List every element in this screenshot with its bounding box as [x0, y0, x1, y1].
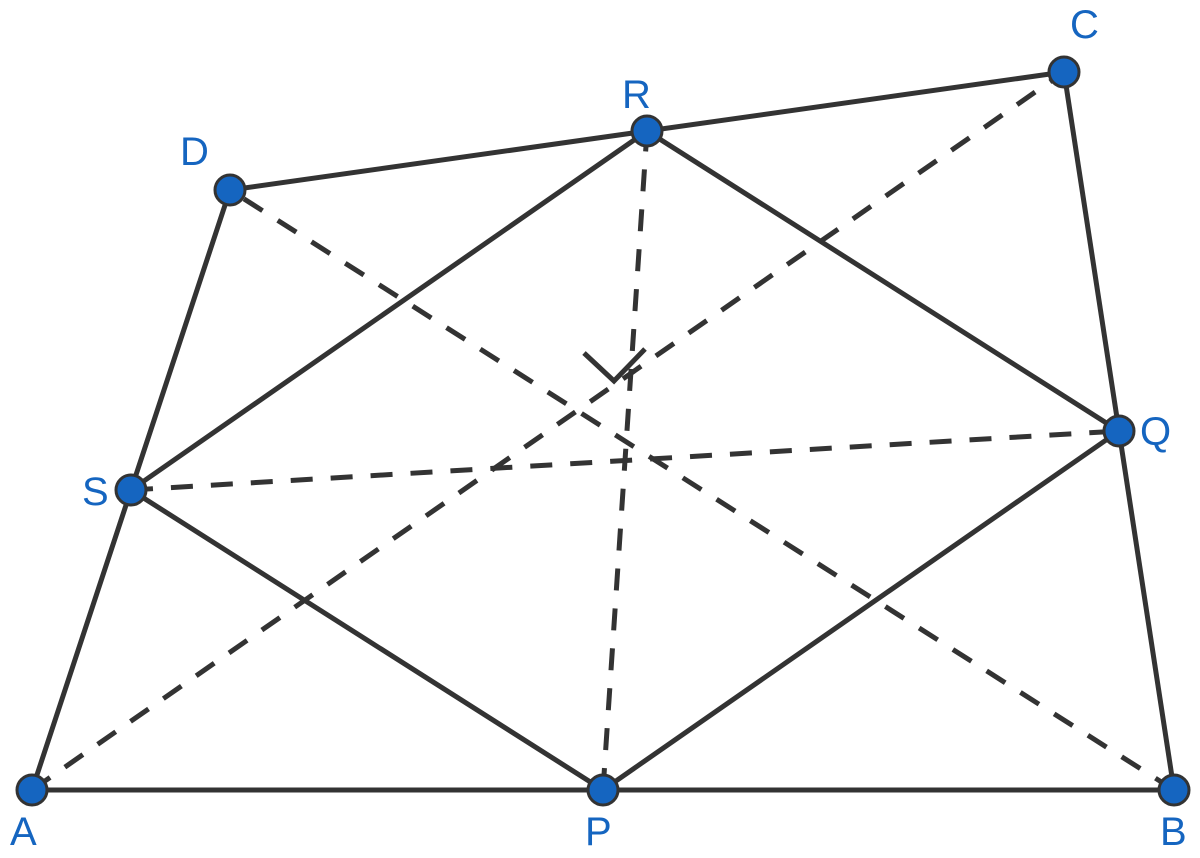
label-Q: Q — [1140, 410, 1171, 454]
label-R: R — [622, 73, 651, 117]
edge-PQ — [603, 431, 1119, 790]
node-R — [632, 116, 662, 146]
right-angle-marker — [584, 349, 645, 381]
edge-PR-dashed — [603, 131, 647, 790]
node-A — [17, 775, 47, 805]
edge-SP — [131, 490, 603, 790]
label-B: B — [1160, 810, 1187, 854]
node-S — [116, 475, 146, 505]
label-S: S — [82, 470, 109, 514]
node-B — [1159, 775, 1189, 805]
edge-AC-dashed — [32, 72, 1064, 790]
geometry-diagram: A B C D P Q R S — [0, 0, 1200, 858]
node-Q — [1104, 416, 1134, 446]
edge-QR — [647, 131, 1119, 431]
label-P: P — [585, 810, 612, 854]
label-D: D — [180, 130, 209, 174]
edge-RS — [131, 131, 647, 490]
label-C: C — [1070, 3, 1099, 47]
label-A: A — [10, 810, 37, 854]
node-D — [215, 175, 245, 205]
node-P — [588, 775, 618, 805]
node-C — [1049, 57, 1079, 87]
